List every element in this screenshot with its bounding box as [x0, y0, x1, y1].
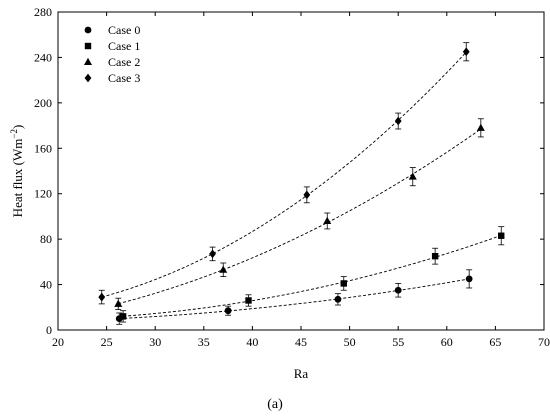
- fit-curve: [123, 234, 502, 317]
- data-point: [394, 116, 402, 126]
- data-point: [114, 299, 123, 307]
- legend-label: Case 2: [108, 55, 140, 69]
- x-tick-label: 40: [246, 335, 258, 349]
- y-tick-label: 80: [40, 232, 52, 246]
- legend-marker: [84, 42, 92, 50]
- x-tick-label: 70: [538, 335, 550, 349]
- data-point: [209, 249, 216, 259]
- data-point: [98, 292, 106, 302]
- y-tick-label: 40: [40, 278, 52, 292]
- x-tick-label: 50: [344, 335, 356, 349]
- data-point: [394, 286, 402, 294]
- x-tick-label: 35: [198, 335, 210, 349]
- y-tick-label: 240: [34, 50, 52, 64]
- x-tick-label: 65: [489, 335, 501, 349]
- data-point: [431, 252, 439, 260]
- legend-label: Case 3: [108, 71, 140, 85]
- x-tick-label: 30: [149, 335, 161, 349]
- y-axis-title: Heat flux (Wm−2): [9, 125, 25, 218]
- data-point: [323, 216, 332, 224]
- x-axis-title: Ra: [294, 366, 309, 381]
- y-tick-label: 200: [34, 96, 52, 110]
- data-point: [465, 275, 473, 283]
- data-point: [224, 307, 232, 315]
- y-tick-label: 160: [34, 141, 52, 155]
- fit-curve: [118, 128, 482, 305]
- figure-caption: (a): [267, 397, 283, 412]
- x-tick-label: 20: [52, 335, 64, 349]
- fit-curves: [101, 51, 502, 320]
- data-point: [303, 190, 311, 200]
- data-point: [498, 232, 505, 239]
- data-point: [462, 47, 470, 57]
- y-tick-label: 120: [34, 187, 52, 201]
- data-point: [340, 280, 347, 287]
- legend-label: Case 0: [108, 23, 140, 37]
- y-axis-title-base: Heat flux (Wm: [10, 139, 25, 218]
- fit-curve: [119, 278, 470, 320]
- error-bars: [98, 42, 505, 325]
- axis-ticks: 20 25 30 35 40 45 50 55 60 65 70 0 40 80 120 160 200 240 2…: [34, 5, 550, 349]
- x-tick-label: 60: [441, 335, 453, 349]
- x-tick-label: 25: [101, 335, 113, 349]
- data-point: [476, 123, 485, 131]
- y-tick-label: 0: [46, 323, 52, 337]
- fit-curve: [101, 51, 467, 298]
- x-tick-label: 55: [392, 335, 404, 349]
- data-point: [408, 172, 417, 180]
- data-point: [334, 295, 342, 303]
- legend-marker: [84, 26, 92, 34]
- legend-marker: [84, 73, 92, 83]
- data-point: [245, 297, 252, 304]
- data-point: [219, 265, 228, 273]
- legend: Case 0 Case 1 Case 2 Case 3: [84, 23, 140, 85]
- x-tick-label: 45: [295, 335, 307, 349]
- legend-label: Case 1: [108, 39, 140, 53]
- data-point: [119, 313, 127, 320]
- data-points: [98, 47, 505, 323]
- legend-marker: [84, 57, 92, 65]
- y-axis-title-close: ): [10, 125, 25, 129]
- y-tick-label: 280: [34, 5, 52, 19]
- y-axis-title-sup: −2: [9, 129, 19, 139]
